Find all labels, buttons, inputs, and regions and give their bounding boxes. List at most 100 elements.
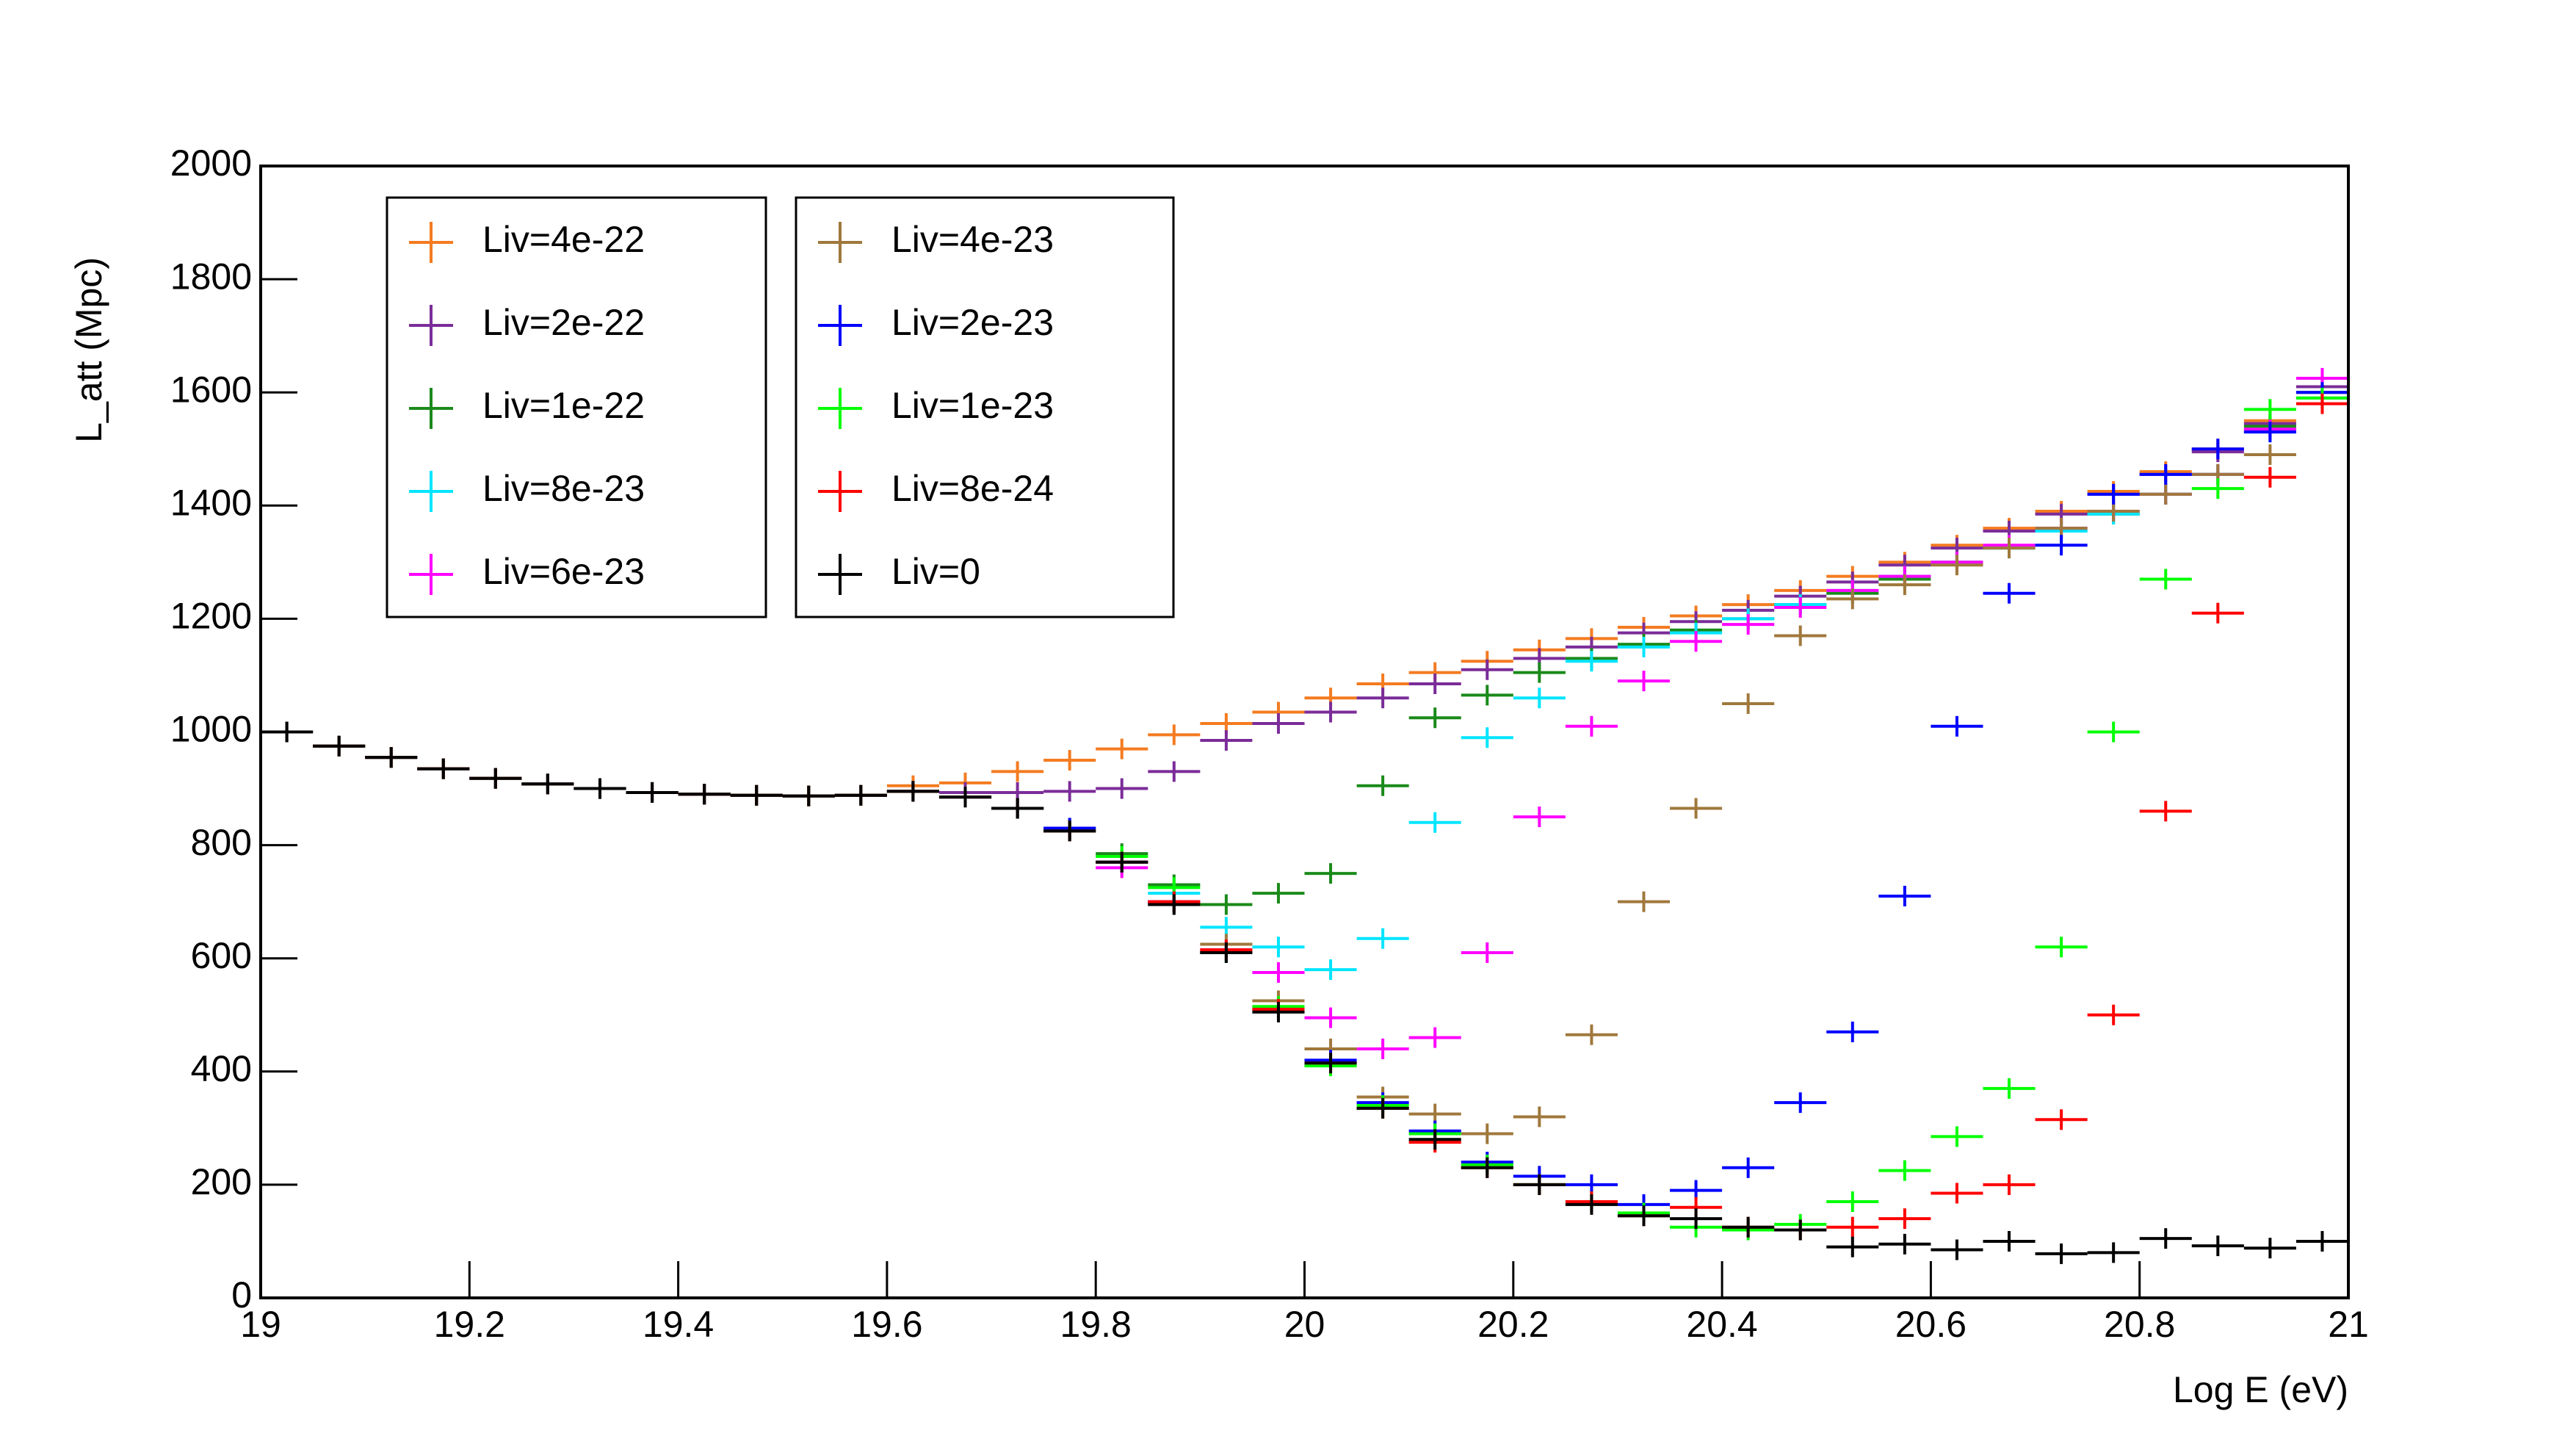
legend-label: Liv=2e-23 [891, 302, 1054, 343]
y-tick-label: 1600 [170, 369, 252, 410]
data-point [1617, 671, 1671, 692]
data-point [2139, 1228, 2192, 1249]
data-point [2139, 569, 2192, 590]
y-tick-label: 1400 [170, 483, 252, 524]
x-tick-label: 20.2 [1477, 1304, 1549, 1345]
legend-label: Liv=4e-23 [891, 219, 1054, 260]
y-axis-title: L_att (Mpc) [68, 257, 109, 443]
data-point [1826, 1236, 1879, 1257]
data-point [2191, 478, 2244, 499]
data-point [1461, 685, 1513, 706]
data-point [678, 784, 731, 805]
data-point [1931, 715, 1983, 737]
data-point [1408, 1027, 1461, 1048]
data-point [1148, 761, 1201, 782]
legend-label: Liv=4e-22 [482, 219, 645, 260]
data-point [1617, 891, 1671, 912]
data-point [1931, 1239, 1983, 1260]
data-point [1565, 715, 1618, 737]
x-tick-label: 20.6 [1895, 1304, 1967, 1345]
data-point [1200, 730, 1253, 751]
data-point [1304, 1053, 1357, 1074]
data-point [1878, 885, 1931, 906]
data-point [1356, 1038, 1409, 1059]
data-point [1774, 1219, 1827, 1241]
data-point [2139, 463, 2192, 485]
x-tick-label: 20.4 [1686, 1304, 1757, 1345]
data-point [2243, 444, 2296, 465]
data-point [2035, 535, 2088, 556]
data-point [1931, 555, 1983, 576]
data-point [2087, 483, 2140, 505]
data-point [1617, 1205, 1671, 1227]
y-tick-label: 1000 [170, 709, 252, 750]
data-point [1252, 712, 1305, 734]
y-tick-label: 600 [191, 935, 252, 976]
data-point [313, 735, 366, 757]
data-point [1774, 1092, 1827, 1114]
data-point [1043, 781, 1096, 802]
data-point [1408, 674, 1461, 695]
plot-marks [261, 367, 2348, 1264]
data-point [1096, 738, 1148, 759]
data-point [1670, 798, 1723, 819]
data-point [1252, 961, 1305, 983]
data-point [2243, 422, 2296, 443]
data-point [991, 761, 1044, 782]
data-point [1722, 1216, 1775, 1238]
data-point [1774, 625, 1827, 646]
data-point [782, 785, 835, 807]
data-point [1617, 636, 1671, 657]
data-point [1304, 959, 1357, 981]
legend-label: Liv=1e-22 [482, 385, 645, 426]
data-point [2243, 1238, 2296, 1259]
x-tick-label: 21 [2328, 1304, 2369, 1345]
data-point [1148, 724, 1201, 746]
data-point [1513, 662, 1566, 683]
data-point [2035, 1243, 2088, 1264]
data-point [521, 773, 574, 795]
data-point [1826, 1191, 1879, 1213]
data-point [574, 778, 626, 799]
legend-label: Liv=0 [891, 551, 980, 592]
x-tick-label: 19.4 [643, 1304, 714, 1345]
data-point [2139, 801, 2192, 822]
data-point [1826, 588, 1879, 610]
x-axis-title: Log E (eV) [2173, 1369, 2348, 1410]
legend-label: Liv=8e-24 [891, 468, 1054, 509]
data-point [2243, 399, 2296, 420]
data-point [1043, 820, 1096, 842]
data-point [2191, 1235, 2244, 1257]
data-point [1513, 1174, 1566, 1195]
data-point [1565, 1194, 1618, 1215]
legend-label: Liv=8e-23 [482, 468, 645, 509]
data-point [1356, 688, 1409, 709]
data-point [1670, 1208, 1723, 1230]
data-point [2087, 1004, 2140, 1025]
data-point [1304, 863, 1357, 884]
data-point [1408, 707, 1461, 729]
data-point [1722, 1157, 1775, 1178]
data-point [1513, 1106, 1566, 1127]
data-point [417, 758, 470, 779]
data-point [626, 782, 679, 803]
data-point [1304, 1007, 1357, 1028]
data-point [2139, 483, 2192, 505]
data-point [1461, 659, 1513, 680]
data-point [1252, 883, 1305, 904]
data-point [1513, 688, 1566, 709]
data-point [1304, 701, 1357, 723]
data-point [1931, 1183, 1983, 1204]
data-point [1878, 1208, 1931, 1230]
data-point [1096, 851, 1148, 873]
y-tick-label: 1200 [170, 596, 252, 637]
data-point [834, 784, 887, 806]
data-point [1983, 1078, 2036, 1099]
y-tick-label: 800 [191, 822, 252, 863]
data-point [1252, 1001, 1305, 1022]
data-point [1461, 1123, 1513, 1144]
data-point [1408, 812, 1461, 833]
y-tick-label: 400 [191, 1048, 252, 1089]
data-point [2295, 1230, 2348, 1252]
